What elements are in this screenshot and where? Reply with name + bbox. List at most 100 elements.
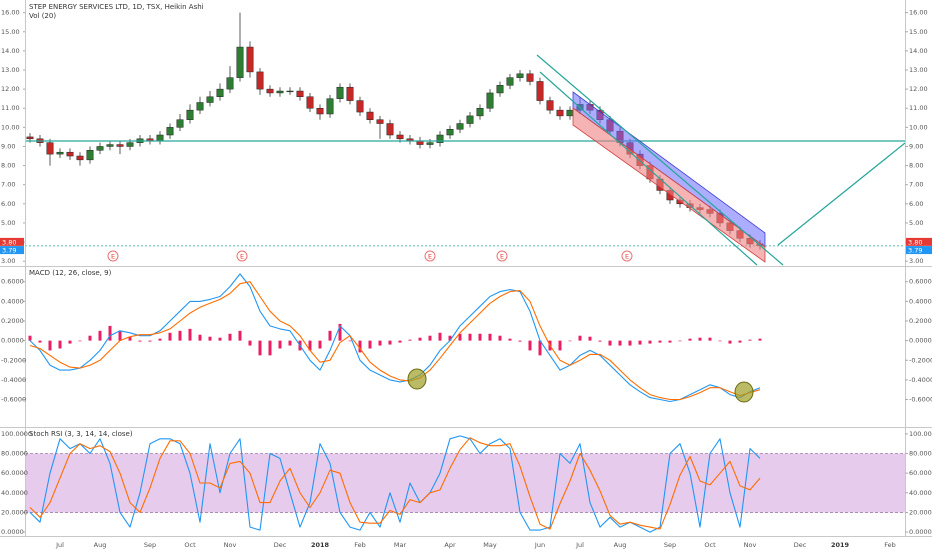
price-label: 3.79 — [908, 247, 922, 255]
candle-body — [246, 46, 254, 73]
y-tick-label: -0.6000 — [1, 396, 26, 404]
candle-body — [116, 144, 124, 147]
histogram-bar — [188, 328, 192, 341]
x-tick-label: Feb — [354, 541, 366, 549]
x-tick-label: Apr — [444, 541, 456, 549]
histogram-bar — [168, 332, 172, 341]
earnings-label: E — [240, 253, 244, 261]
x-tick-label: May — [483, 541, 497, 549]
candle-body — [336, 86, 344, 99]
x-tick-label: Oct — [184, 541, 196, 549]
candle-body — [26, 136, 34, 140]
y-tick-label: 7.00 — [1, 181, 15, 189]
y-tick-label: 0.0000 — [909, 528, 932, 536]
candle-body — [186, 109, 194, 120]
y-tick-label: 15.00 — [909, 28, 928, 36]
histogram-bar — [518, 340, 522, 342]
histogram-bar — [348, 340, 352, 342]
y-tick-label: 14.00 — [1, 47, 20, 55]
histogram-bar — [608, 340, 612, 346]
earnings-marker — [107, 250, 119, 262]
channel-lower — [572, 107, 766, 263]
candle-body — [206, 96, 214, 103]
y-tick-label: 9.00 — [1, 142, 15, 150]
y-tick-label: 3.00 — [1, 257, 15, 265]
x-tick-label: 2018 — [311, 541, 330, 549]
histogram-bar — [248, 340, 252, 346]
x-tick-label: Dec — [274, 541, 287, 549]
y-tick-label: 11.00 — [1, 104, 20, 112]
trend-line — [539, 71, 758, 266]
candle-body — [356, 100, 364, 113]
histogram-bar — [628, 340, 632, 346]
candle-body — [376, 119, 384, 124]
y-tick-label: 10.00 — [909, 123, 928, 131]
highlight — [734, 381, 754, 403]
candle-body — [286, 90, 294, 93]
price-label: 3.80 — [2, 238, 16, 246]
candle-body — [566, 109, 574, 117]
histogram-bar — [408, 339, 412, 341]
candle-body — [386, 123, 394, 136]
histogram-bar — [478, 333, 482, 341]
histogram-bar — [108, 325, 112, 341]
earnings-marker — [496, 250, 508, 262]
histogram-bar — [178, 330, 182, 341]
candle-body — [296, 90, 304, 98]
candle-body — [166, 127, 174, 136]
candle-body — [126, 142, 134, 147]
histogram-bar — [758, 338, 762, 341]
histogram-bar — [58, 340, 62, 349]
histogram-bar — [218, 337, 222, 341]
candle-body — [46, 142, 54, 155]
histogram-bar — [68, 340, 72, 344]
y-tick-label: -0.2000 — [909, 356, 932, 364]
price-title: STEP ENERGY SERVICES LTD, 1D, TSX, Heiki… — [29, 3, 204, 11]
candle-body — [76, 155, 84, 161]
histogram-bar — [228, 333, 232, 341]
candle-body — [426, 142, 434, 145]
y-tick-label: 12.00 — [909, 85, 928, 93]
histogram-bar — [328, 330, 332, 341]
price-label: 3.80 — [908, 238, 922, 246]
histogram-bar — [28, 335, 32, 341]
histogram-bar — [368, 340, 372, 349]
price-label-box — [0, 237, 24, 246]
candle-body — [96, 146, 104, 151]
histogram-bar — [418, 337, 422, 341]
x-tick-label: Aug — [94, 541, 107, 549]
x-tick-label: Feb — [884, 541, 896, 549]
y-tick-label: 8.00 — [909, 162, 923, 170]
earnings-marker — [424, 250, 436, 262]
histogram-bar — [158, 338, 162, 341]
earnings-marker — [621, 250, 633, 262]
macd-title: MACD (12, 26, close, 9) — [29, 269, 112, 277]
series-line — [29, 435, 761, 533]
stoch-title: Stoch RSI (3, 3, 14, 14, close) — [29, 430, 133, 438]
x-tick-label: Nov — [744, 541, 757, 549]
histogram-bar — [658, 340, 662, 343]
histogram-bar — [648, 340, 652, 344]
y-tick-label: 100.0000 — [1, 430, 32, 438]
price-label-box — [0, 246, 24, 255]
candle-body — [556, 109, 564, 117]
candle-body — [466, 115, 474, 124]
y-tick-label: 5.00 — [1, 219, 15, 227]
histogram-bar — [588, 336, 592, 341]
y-tick-label: 100.0000 — [909, 430, 932, 438]
candle-body — [66, 151, 74, 157]
price-label-box — [906, 237, 932, 246]
histogram-bar — [278, 340, 282, 349]
x-tick-label: Jul — [55, 541, 64, 549]
y-tick-label: 20.0000 — [1, 508, 28, 516]
y-tick-label: 13.00 — [1, 66, 20, 74]
histogram-bar — [358, 340, 362, 353]
y-tick-label: 6.00 — [1, 200, 15, 208]
candle-body — [396, 134, 404, 140]
histogram-bar — [718, 340, 722, 342]
earnings-label: E — [111, 253, 115, 261]
histogram-bar — [728, 340, 732, 344]
price-label: 3.79 — [2, 247, 16, 255]
y-tick-label: 60.0000 — [1, 469, 28, 477]
